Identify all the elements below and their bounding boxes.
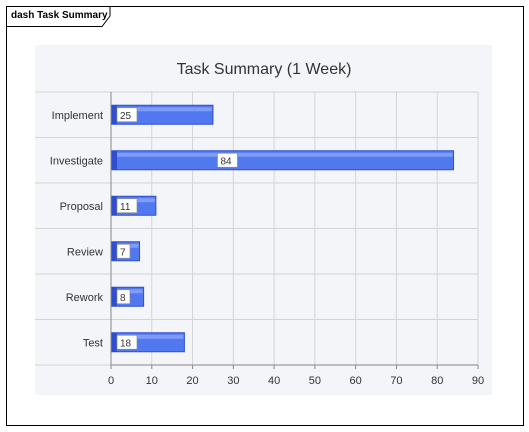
- chart-title: Task Summary (1 Week): [177, 61, 352, 78]
- value-label: 84: [220, 156, 232, 167]
- value-label-box: [116, 107, 138, 123]
- value-label: 11: [120, 202, 131, 213]
- bars: 25 84 11 7 8 18: [110, 104, 455, 353]
- category-label: Test: [83, 337, 103, 349]
- plot-background: [35, 45, 492, 395]
- bar-cap: [111, 287, 117, 307]
- bar-highlight: [112, 334, 184, 339]
- diagram-title: dash Task Summary: [11, 10, 108, 21]
- category-label: Review: [67, 246, 103, 258]
- value-label: 18: [120, 338, 132, 349]
- x-tick-label: 10: [146, 375, 158, 387]
- category-label: Investigate: [50, 155, 103, 167]
- value-label: 25: [120, 111, 132, 122]
- bar-cap: [111, 332, 117, 352]
- axes: 0 10 20 30 40 50 60 70 80 90 Implement Investigate P…: [50, 92, 484, 387]
- x-tick-label: 90: [472, 375, 484, 387]
- x-tick-label: 50: [309, 375, 321, 387]
- value-label: 8: [120, 293, 126, 304]
- x-tick-label: 70: [390, 375, 402, 387]
- value-label-box: [116, 243, 131, 259]
- bar-cap: [111, 105, 117, 125]
- category-label: Proposal: [60, 201, 103, 213]
- diagram-tab: [6, 6, 111, 27]
- category-label: Implement: [52, 110, 103, 122]
- value-label-box: [116, 289, 131, 305]
- x-tick-label: 30: [227, 375, 239, 387]
- x-tick-label: 80: [431, 375, 443, 387]
- bar-highlight: [112, 107, 212, 112]
- value-label-box: [116, 198, 138, 214]
- value-label-box: [217, 152, 238, 168]
- x-tick-label: 40: [268, 375, 280, 387]
- value-label: 7: [120, 247, 126, 258]
- x-tick-label: 60: [350, 375, 362, 387]
- gridlines: [35, 91, 479, 366]
- category-label: Rework: [66, 292, 104, 304]
- x-tick-label: 0: [108, 375, 114, 387]
- bar-cap: [111, 150, 117, 170]
- bar-cap: [111, 196, 117, 216]
- bar-cap: [111, 241, 117, 261]
- bar-highlight: [112, 152, 453, 157]
- x-tick-label: 20: [186, 375, 198, 387]
- value-label-box: [116, 334, 138, 350]
